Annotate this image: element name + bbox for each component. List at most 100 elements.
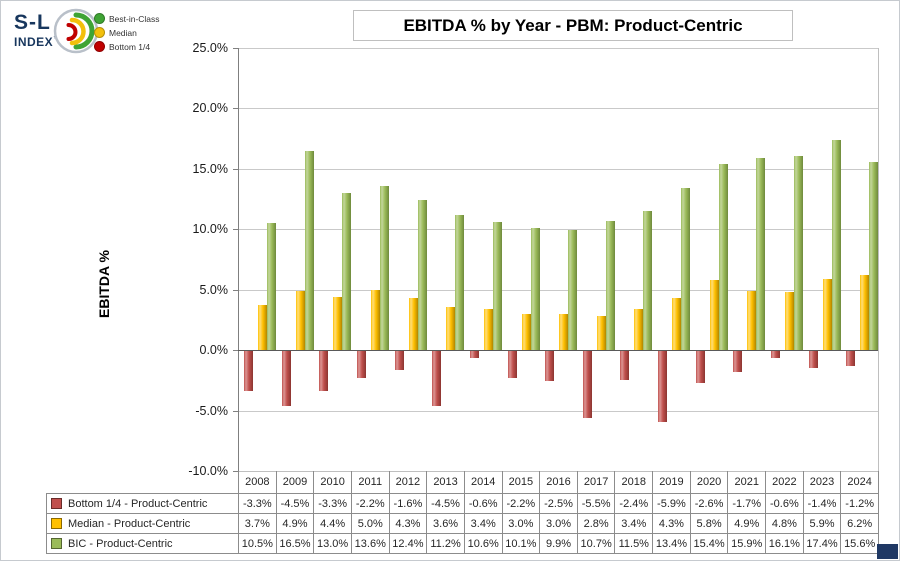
gridline — [238, 350, 878, 352]
chart-title-box: EBITDA % by Year - PBM: Product-Centric — [353, 10, 793, 41]
table-cell: 17.4% — [803, 534, 842, 554]
table-cell: -4.5% — [427, 494, 465, 514]
axis-tick — [233, 108, 238, 110]
table-cell: -2.6% — [690, 494, 729, 514]
table-cell: 15.6% — [841, 534, 879, 554]
bar-bic-2016 — [568, 230, 578, 351]
bar-bic-2022 — [794, 155, 804, 351]
table-cell: 13.6% — [351, 534, 390, 554]
table-cell: -1.7% — [728, 494, 767, 514]
y-tick-label: 0.0% — [199, 343, 229, 358]
table-cell: 3.0% — [502, 514, 541, 534]
bar-bottom-2021 — [733, 351, 743, 372]
table-cell: 4.9% — [728, 514, 767, 534]
y-axis-title: EBITDA % — [96, 250, 112, 318]
chart-title: EBITDA % by Year - PBM: Product-Centric — [403, 15, 743, 35]
table-cell: -0.6% — [464, 494, 503, 514]
legend-dot-icon — [94, 41, 105, 52]
bar-bottom-2014 — [469, 351, 479, 359]
axis-tick — [233, 48, 238, 49]
table-cell: 9.9% — [540, 534, 578, 554]
bar-median-2016 — [559, 313, 569, 351]
year-label: 2010 — [314, 471, 352, 493]
series-name: Bottom 1/4 - Product-Centric — [68, 497, 208, 510]
table-cell: -4.5% — [276, 494, 315, 514]
table-cell: -5.9% — [653, 494, 691, 514]
table-cell: -2.4% — [615, 494, 654, 514]
table-cell: -3.3% — [314, 494, 352, 514]
year-label: 2008 — [239, 471, 277, 493]
legend: Best-in-Class Median Bottom 1/4 — [94, 12, 160, 54]
gridline — [238, 168, 878, 170]
bar-bottom-2023 — [808, 351, 818, 369]
bar-bottom-2020 — [695, 351, 705, 383]
table-cell: 15.4% — [690, 534, 729, 554]
year-label: 2023 — [804, 471, 842, 493]
bar-median-2024 — [860, 275, 870, 351]
table-row-label: Median - Product-Centric — [47, 514, 239, 534]
bar-median-2009 — [295, 290, 305, 351]
bar-bic-2024 — [869, 161, 879, 351]
gridline — [238, 48, 878, 49]
year-label: 2014 — [465, 471, 503, 493]
year-label: 2013 — [427, 471, 465, 493]
table-cell: -2.2% — [502, 494, 541, 514]
legend-label: Median — [109, 27, 137, 38]
legend-label: Best-in-Class — [109, 13, 160, 24]
sl-index-logo: S-L INDEX™ — [14, 12, 61, 48]
bar-bic-2021 — [756, 157, 766, 351]
table-cell: -2.2% — [351, 494, 390, 514]
axis-tick — [233, 168, 238, 170]
bar-median-2008 — [258, 305, 267, 351]
y-tick-label: 10.0% — [192, 222, 228, 237]
year-label: 2019 — [653, 471, 691, 493]
bar-bic-2015 — [530, 228, 540, 351]
table-cell: 10.7% — [577, 534, 616, 554]
y-tick-label: 25.0% — [192, 41, 228, 55]
table-cell: 11.2% — [427, 534, 465, 554]
y-tick-label: 5.0% — [199, 282, 229, 297]
table-cell: 15.9% — [728, 534, 767, 554]
bar-median-2020 — [709, 280, 719, 351]
legend-dot-icon — [94, 13, 105, 24]
axis-tick — [233, 410, 238, 412]
legend-item: Bottom 1/4 — [94, 40, 160, 53]
bar-median-2018 — [634, 309, 644, 351]
bar-bic-2014 — [492, 222, 502, 351]
bar-median-2023 — [822, 278, 832, 351]
gridline — [238, 229, 878, 231]
gridline — [238, 410, 878, 412]
gridline — [238, 108, 878, 110]
table-cell: -0.6% — [766, 494, 804, 514]
x-axis-year-labels: 2008 2009 2010 2011 2012 2013 2014 2015 2016 2017… — [238, 471, 879, 493]
year-label: 2018 — [615, 471, 654, 493]
table-cell: 13.0% — [314, 534, 352, 554]
table-cell: 5.9% — [803, 514, 842, 534]
series-name: Median - Product-Centric — [68, 517, 191, 530]
year-label: 2020 — [691, 471, 729, 493]
bar-bic-2023 — [831, 139, 841, 351]
bar-median-2013 — [446, 306, 456, 351]
bar-bottom-2013 — [432, 351, 442, 406]
bar-median-2022 — [785, 292, 795, 351]
data-table: Bottom 1/4 - Product-Centric -3.3% -4.5% -3… — [46, 493, 879, 554]
table-cell: 4.3% — [389, 514, 428, 534]
bar-bottom-2018 — [620, 351, 630, 381]
bar-bic-2013 — [455, 214, 465, 351]
y-tick-label: 15.0% — [192, 161, 228, 176]
axis-tick — [233, 289, 238, 291]
table-cell: -1.2% — [841, 494, 879, 514]
legend-label: Bottom 1/4 — [109, 41, 151, 52]
bar-bic-2008 — [267, 223, 276, 351]
legend-item: Median — [94, 26, 160, 39]
bar-bottom-2011 — [356, 351, 366, 378]
table-cell: 16.1% — [766, 534, 804, 554]
bar-median-2014 — [483, 309, 493, 351]
table-cell: 10.5% — [239, 534, 277, 554]
year-label: 2017 — [578, 471, 616, 493]
table-cell: 3.4% — [464, 514, 503, 534]
y-tick-label: -5.0% — [195, 403, 228, 418]
table-cell: 5.0% — [351, 514, 390, 534]
bar-bic-2011 — [379, 185, 389, 351]
bar-bic-2018 — [643, 211, 653, 351]
